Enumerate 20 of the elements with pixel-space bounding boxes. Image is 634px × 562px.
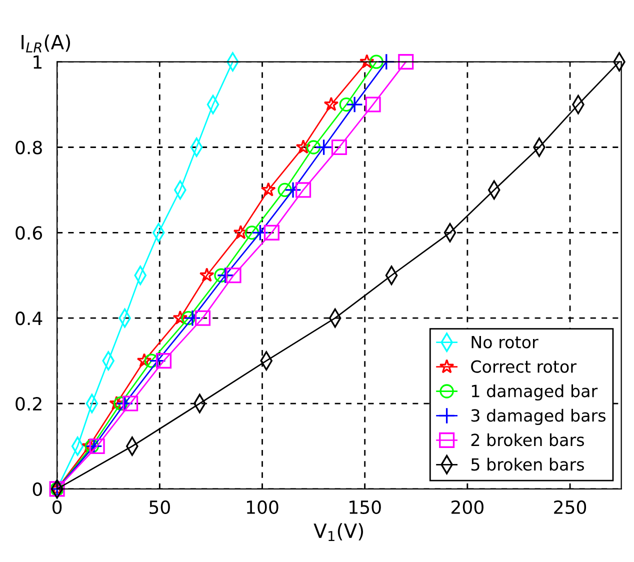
y-tick-label: 0 bbox=[32, 482, 42, 496]
legend-label: No rotor bbox=[472, 336, 538, 348]
legend-label: 2 broken bars bbox=[471, 433, 584, 446]
x-tick-label: 50 bbox=[150, 500, 170, 514]
y-tick-label: 0.4 bbox=[16, 312, 42, 326]
x-axis-title: V$_{1}$(V) bbox=[314, 523, 364, 542]
legend-label: 1 damaged bar bbox=[472, 384, 598, 401]
x-tick-label: 0 bbox=[52, 500, 62, 514]
x-tick-label: 250 bbox=[554, 500, 586, 514]
x-tick-label: 100 bbox=[246, 500, 278, 514]
legend-label: Correct rotor bbox=[471, 360, 577, 373]
x-tick-label: 200 bbox=[452, 500, 484, 514]
y-axis-title: I$_{LR}$(A) bbox=[22, 34, 70, 52]
y-tick-label: 0.2 bbox=[16, 396, 42, 411]
x-tick-label: 150 bbox=[350, 500, 381, 514]
y-tick-label: 0.6 bbox=[16, 226, 42, 240]
legend-label: 5 broken bars bbox=[471, 458, 584, 471]
y-tick-label: 0.8 bbox=[16, 140, 42, 154]
legend-label: 3 damaged bars bbox=[471, 408, 606, 426]
y-tick-label: 1 bbox=[34, 56, 42, 69]
